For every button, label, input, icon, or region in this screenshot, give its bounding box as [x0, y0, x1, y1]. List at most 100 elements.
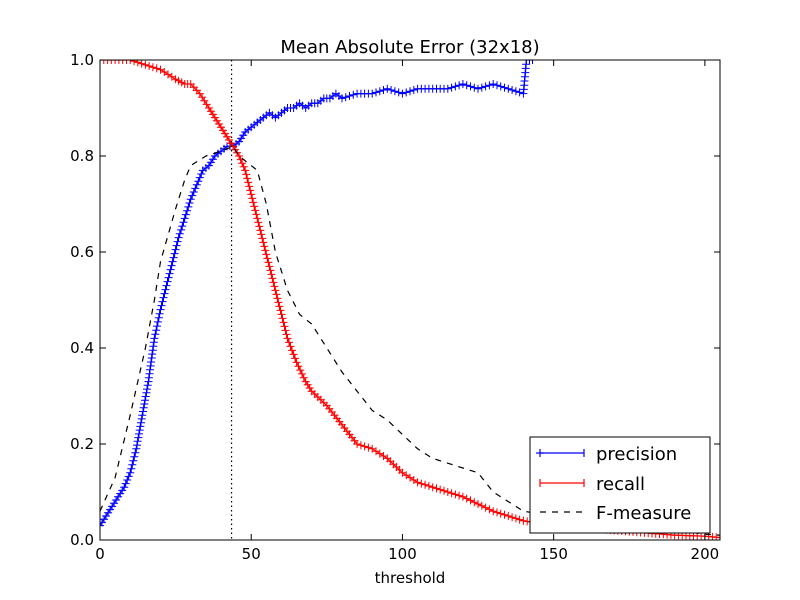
- series-marker-recall: [148, 63, 157, 72]
- series-marker-precision: [164, 273, 173, 282]
- series-marker-recall: [274, 298, 283, 307]
- series-marker-recall: [511, 514, 520, 523]
- x-tick-label: 150: [539, 545, 568, 563]
- series-marker-precision: [146, 365, 154, 374]
- series-marker-precision: [154, 313, 163, 322]
- series-marker-recall: [215, 120, 223, 128]
- series-marker-recall: [107, 60, 116, 64]
- series-marker-precision: [447, 83, 456, 92]
- series-marker-precision: [106, 505, 115, 514]
- series-marker-precision: [114, 492, 123, 501]
- series-marker-precision: [153, 322, 161, 331]
- series-marker-precision: [390, 87, 399, 96]
- series-marker-recall: [248, 194, 257, 203]
- series-marker-precision: [102, 512, 110, 520]
- series-marker-precision: [525, 60, 534, 64]
- series-marker-precision: [155, 309, 164, 318]
- series-marker-recall: [432, 484, 441, 493]
- series-marker-recall: [285, 338, 293, 347]
- series-marker-precision: [192, 180, 201, 189]
- series-marker-recall: [145, 62, 154, 70]
- series-marker-precision: [194, 177, 203, 186]
- series-marker-precision: [143, 385, 151, 394]
- series-marker-precision: [134, 433, 143, 442]
- series-marker-recall: [225, 136, 233, 144]
- series-marker-recall: [242, 170, 251, 179]
- series-marker-precision: [170, 249, 179, 258]
- series-marker-precision: [338, 94, 346, 103]
- series-marker-recall: [289, 350, 298, 359]
- x-tick-label: 0: [95, 545, 105, 563]
- x-tick-label: 100: [388, 545, 417, 563]
- series-marker-precision: [235, 137, 244, 146]
- series-marker-precision: [171, 245, 180, 254]
- series-marker-precision: [128, 460, 137, 469]
- series-marker-precision: [161, 285, 170, 294]
- series-marker-precision: [141, 396, 149, 405]
- series-marker-precision: [135, 426, 144, 435]
- series-marker-precision: [169, 253, 178, 262]
- series-marker-recall: [208, 110, 217, 119]
- series-marker-precision: [130, 452, 139, 461]
- series-marker-precision: [150, 334, 159, 343]
- series-marker-recall: [245, 182, 254, 191]
- series-marker-precision: [208, 155, 217, 164]
- series-marker-recall: [122, 60, 131, 64]
- series-marker-precision: [474, 84, 482, 93]
- series-marker-precision: [159, 293, 168, 302]
- series-marker-recall: [264, 258, 273, 267]
- series-marker-precision: [239, 131, 248, 140]
- series-marker-precision: [183, 206, 192, 215]
- series-marker-precision: [368, 89, 377, 98]
- series-marker-precision: [409, 86, 418, 94]
- series-marker-recall: [239, 162, 248, 171]
- series-marker-recall: [278, 314, 287, 323]
- series-marker-recall: [280, 322, 289, 331]
- series-marker-precision: [186, 195, 195, 204]
- series-marker-recall: [247, 190, 256, 199]
- series-marker-recall: [515, 515, 524, 524]
- series-marker-precision: [104, 508, 113, 517]
- series-marker-recall: [100, 60, 108, 64]
- series-marker-recall: [462, 494, 471, 503]
- series-marker-precision: [127, 464, 136, 473]
- series-marker-recall: [489, 507, 498, 516]
- x-axis-label: threshold: [375, 569, 446, 587]
- series-marker-recall: [292, 358, 301, 367]
- series-marker-recall: [440, 486, 448, 495]
- series-marker-recall: [474, 500, 482, 508]
- series-marker-precision: [137, 414, 146, 423]
- series-marker-precision: [443, 84, 452, 93]
- series-marker-recall: [260, 242, 269, 251]
- series-marker-recall: [249, 198, 258, 207]
- series-marker-precision: [129, 456, 138, 465]
- series-marker-recall: [266, 266, 275, 275]
- series-marker-precision: [496, 82, 505, 91]
- chart-title: Mean Absolute Error (32x18): [280, 37, 539, 58]
- series-marker-precision: [135, 429, 143, 438]
- series-marker-precision: [466, 82, 475, 91]
- series-marker-recall: [282, 330, 291, 339]
- series-marker-recall: [229, 142, 238, 151]
- series-marker-precision: [157, 301, 166, 310]
- series-marker-precision: [118, 486, 127, 495]
- series-marker-precision: [156, 305, 165, 314]
- series-marker-recall: [493, 508, 501, 517]
- series-marker-precision: [470, 83, 479, 92]
- series-marker-precision: [455, 81, 464, 90]
- series-marker-precision: [148, 350, 157, 359]
- series-marker-recall: [305, 384, 314, 392]
- series-marker-precision: [126, 468, 135, 477]
- series-marker-recall: [470, 498, 479, 507]
- series-marker-recall: [477, 501, 486, 510]
- series-marker-recall: [485, 505, 494, 514]
- series-marker-recall: [447, 489, 456, 498]
- series-marker-recall: [451, 490, 460, 499]
- series-marker-precision: [345, 92, 354, 100]
- series-marker-precision: [138, 411, 147, 420]
- series-marker-recall: [206, 107, 215, 116]
- series-marker-recall: [276, 306, 285, 315]
- series-marker-precision: [120, 483, 129, 492]
- legend: precision recall F-measure: [529, 436, 711, 534]
- series-marker-recall: [255, 222, 264, 231]
